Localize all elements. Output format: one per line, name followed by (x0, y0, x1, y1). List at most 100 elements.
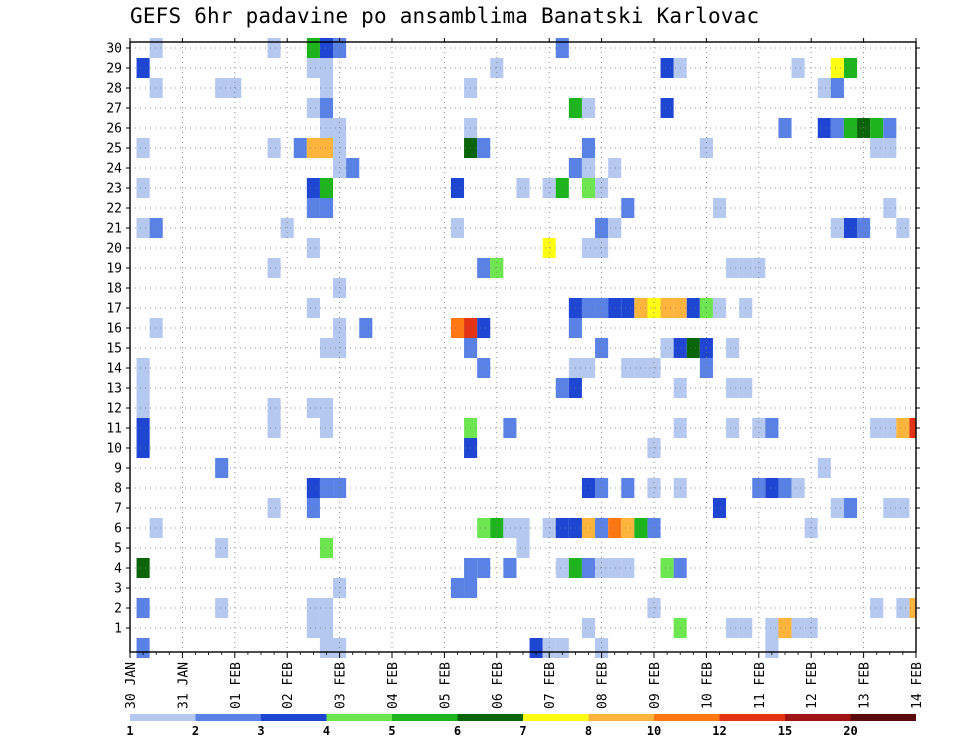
y-tick-label: 24 (106, 162, 122, 177)
heatmap-cell (136, 58, 150, 78)
heatmap-cell (319, 78, 334, 98)
heatmap-cell (791, 478, 805, 498)
heatmap-cell (830, 498, 844, 518)
heatmap-cell (136, 638, 150, 658)
y-tick-label: 11 (106, 422, 122, 437)
x-tick-label: 02 FEB (281, 662, 296, 709)
y-tick-label: 10 (106, 442, 122, 457)
heatmap-cell (726, 338, 740, 358)
y-tick-label: 22 (106, 202, 122, 217)
heatmap-cell (149, 518, 163, 538)
heatmap-cell (306, 38, 320, 58)
x-tick-label: 10 FEB (700, 662, 715, 709)
heatmap-cell (726, 378, 740, 398)
y-tick-label: 5 (114, 542, 122, 557)
legend-label: 5 (388, 724, 395, 738)
heatmap-cell (306, 598, 320, 618)
heatmap-cell (136, 178, 150, 198)
heatmap-cell (621, 518, 635, 538)
heatmap-cell (581, 558, 596, 578)
heatmap-cell (883, 138, 897, 158)
y-tick-label: 16 (106, 322, 122, 337)
heatmap-cell (477, 518, 491, 538)
heatmap-cell (215, 78, 229, 98)
heatmap-cell (726, 618, 740, 638)
heatmap-cell (319, 638, 334, 658)
heatmap-cell (870, 598, 884, 618)
heatmap-cell (215, 598, 229, 618)
heatmap-cell (306, 138, 320, 158)
heatmap-cell (450, 578, 465, 598)
heatmap-cell (712, 198, 727, 218)
heatmap-cell (817, 118, 831, 138)
y-tick-label: 20 (106, 242, 122, 257)
heatmap-cell (581, 238, 596, 258)
legend-color-swatch (654, 714, 720, 721)
heatmap-cell (319, 58, 334, 78)
heatmap-cell (555, 518, 569, 538)
heatmap-cell (581, 298, 596, 318)
heatmap-cell (306, 178, 320, 198)
heatmap-cell (686, 298, 700, 318)
legend-label: 7 (519, 724, 526, 738)
heatmap-cell (621, 298, 635, 318)
heatmap-cell (319, 38, 334, 58)
heatmap-cell (830, 118, 844, 138)
y-tick-label: 6 (114, 522, 122, 537)
heatmap-cell (883, 198, 897, 218)
heatmap-cell (830, 78, 844, 98)
heatmap-cell (477, 258, 491, 278)
heatmap-cell (267, 418, 281, 438)
x-tick-label: 13 FEB (858, 662, 873, 709)
x-tick-label: 08 FEB (596, 662, 611, 709)
legend-color-swatch (195, 714, 261, 721)
y-tick-label: 26 (106, 122, 122, 137)
heatmap-cell (791, 618, 805, 638)
heatmap-cell (306, 58, 320, 78)
heatmap-cell (909, 598, 916, 618)
heatmap-cell (581, 518, 596, 538)
heatmap-cell (319, 98, 334, 118)
y-tick-label: 21 (106, 222, 122, 237)
heatmap-cell (830, 218, 844, 238)
heatmap-cell (896, 218, 910, 238)
heatmap-cell (319, 398, 334, 418)
heatmap-cell (136, 138, 150, 158)
heatmap-cell (712, 498, 727, 518)
y-tick-label: 15 (106, 342, 122, 357)
x-tick-label: 01 FEB (229, 662, 244, 709)
heatmap-cell (450, 318, 465, 338)
heatmap-cell (477, 138, 491, 158)
heatmap-cell (896, 598, 910, 618)
heatmap-cell (621, 358, 635, 378)
heatmap-cell (555, 558, 569, 578)
heatmap-cell (883, 498, 897, 518)
heatmap-cell (581, 358, 596, 378)
heatmap-cell (136, 558, 150, 578)
y-tick-label: 9 (114, 462, 122, 477)
heatmap-cell (267, 138, 281, 158)
y-tick-label: 27 (106, 102, 122, 117)
heatmap-cell (450, 218, 465, 238)
heatmap-cell (306, 398, 320, 418)
heatmap-cell (136, 358, 150, 378)
y-tick-label: 17 (106, 302, 122, 317)
heatmap-cell (477, 318, 491, 338)
heatmap-cell (555, 178, 569, 198)
y-tick-label: 12 (106, 402, 122, 417)
heatmap-cell (516, 518, 530, 538)
y-tick-label: 29 (106, 62, 122, 77)
y-tick-label: 28 (106, 82, 122, 97)
heatmap-cell (896, 498, 910, 518)
x-tick-label: 07 FEB (543, 662, 558, 709)
heatmap-cell (581, 618, 596, 638)
legend-color-swatch (326, 714, 392, 721)
heatmap-cell (608, 158, 622, 178)
heatmap-cell (817, 78, 831, 98)
heatmap-cell (319, 198, 334, 218)
heatmap-cell (477, 358, 491, 378)
legend-label: 4 (323, 724, 330, 738)
legend-label: 10 (647, 724, 661, 738)
heatmap-cell (555, 378, 569, 398)
